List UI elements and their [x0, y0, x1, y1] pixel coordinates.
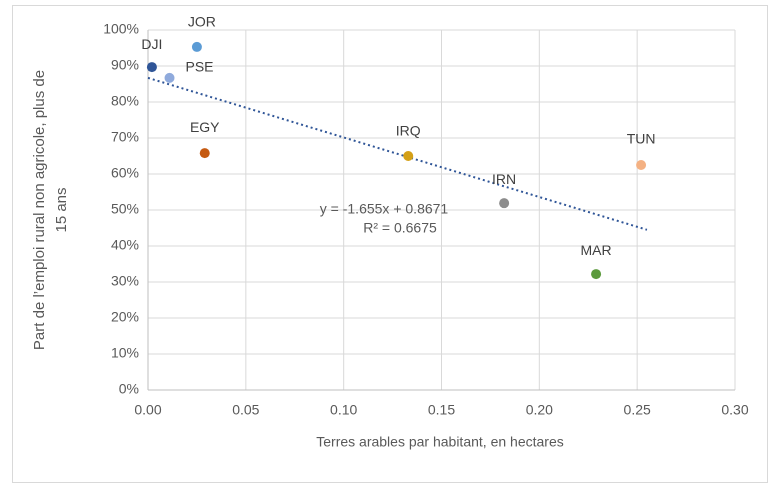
y-tick-label: 80%: [111, 93, 139, 109]
point-label: DJI: [141, 36, 162, 52]
x-tick-label: 0.15: [428, 402, 455, 418]
chart-border: [12, 5, 768, 483]
point-label: IRN: [492, 171, 516, 187]
y-tick-label: 0%: [119, 381, 139, 397]
point-label: EGY: [190, 119, 220, 135]
trendline-r2: R² = 0.6675: [363, 220, 437, 236]
x-tick-label: 0.05: [232, 402, 259, 418]
point-label: TUN: [627, 131, 656, 147]
y-axis-title: Part de l’emploi rural non agricole, plu…: [31, 70, 48, 350]
point-label: IRQ: [396, 123, 421, 139]
point-label: PSE: [186, 59, 214, 75]
point: [146, 62, 157, 73]
x-tick-label: 0.25: [624, 402, 651, 418]
point: [164, 72, 175, 83]
y-tick-label: 20%: [111, 309, 139, 325]
point-label: MAR: [581, 242, 612, 258]
point: [591, 269, 602, 280]
x-axis-title: Terres arables par habitant, en hectares: [316, 434, 563, 450]
y-tick-label: 100%: [103, 21, 139, 37]
y-tick-label: 30%: [111, 273, 139, 289]
x-tick-label: 0.20: [526, 402, 553, 418]
point-label: JOR: [188, 14, 216, 30]
point: [199, 148, 210, 159]
x-tick-label: 0.00: [134, 402, 161, 418]
y-tick-label: 90%: [111, 57, 139, 73]
y-tick-label: 50%: [111, 201, 139, 217]
y-tick-label: 70%: [111, 129, 139, 145]
x-tick-label: 0.10: [330, 402, 357, 418]
point: [499, 198, 510, 209]
point: [191, 41, 202, 52]
y-tick-label: 60%: [111, 165, 139, 181]
y-tick-label: 40%: [111, 237, 139, 253]
x-tick-label: 0.30: [721, 402, 748, 418]
y-tick-label: 10%: [111, 345, 139, 361]
trendline-equation: y = -1.655x + 0.8671: [320, 201, 449, 217]
point: [636, 160, 647, 170]
y-axis-title: 15 ans: [53, 187, 70, 232]
point: [403, 151, 414, 161]
trendline: [147, 76, 648, 231]
